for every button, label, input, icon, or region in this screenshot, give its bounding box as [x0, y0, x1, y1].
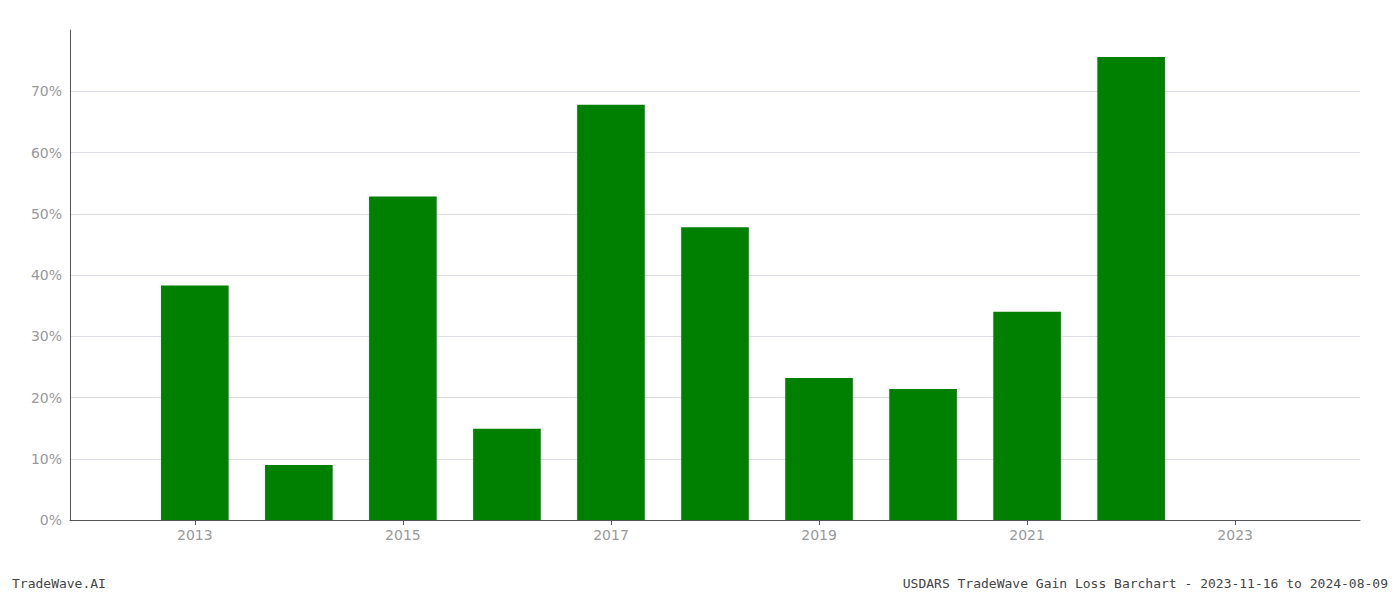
svg-text:70%: 70% — [31, 83, 62, 99]
svg-text:50%: 50% — [31, 206, 62, 222]
svg-text:10%: 10% — [31, 451, 62, 467]
svg-text:2019: 2019 — [801, 527, 837, 543]
svg-text:40%: 40% — [31, 267, 62, 283]
svg-text:60%: 60% — [31, 145, 62, 161]
svg-text:2021: 2021 — [1009, 527, 1045, 543]
svg-text:2015: 2015 — [385, 527, 421, 543]
svg-text:2023: 2023 — [1217, 527, 1253, 543]
svg-text:30%: 30% — [31, 328, 62, 344]
svg-text:2013: 2013 — [177, 527, 213, 543]
svg-text:20%: 20% — [31, 390, 62, 406]
svg-text:USDARS TradeWave Gain Loss Bar: USDARS TradeWave Gain Loss Barchart - 20… — [903, 576, 1388, 591]
svg-text:2017: 2017 — [593, 527, 629, 543]
svg-text:0%: 0% — [40, 512, 62, 528]
svg-text:TradeWave.AI: TradeWave.AI — [12, 576, 106, 591]
